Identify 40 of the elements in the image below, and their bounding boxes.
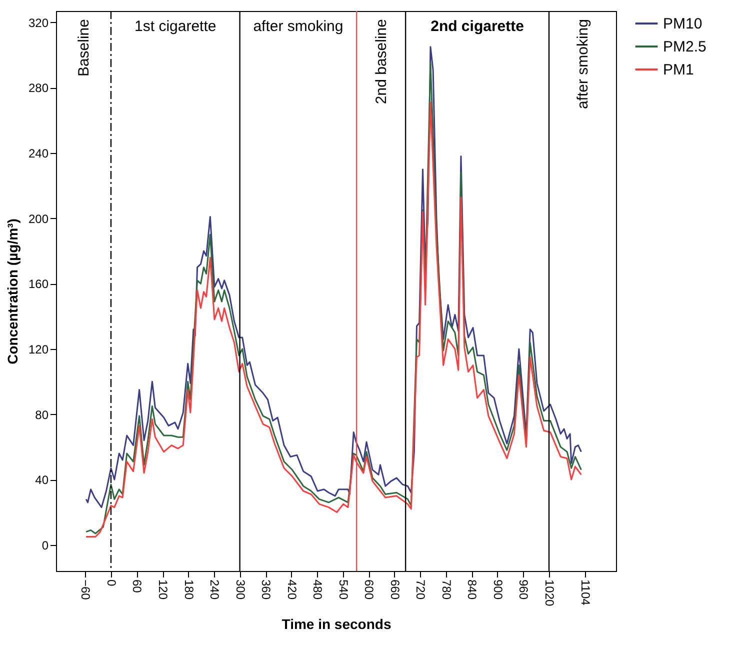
x-tick-label: 180 (182, 580, 196, 600)
x-tick-label: 0 (104, 580, 118, 586)
x-tick-label: 120 (156, 580, 170, 600)
annotation: Baseline (75, 19, 92, 77)
y-tick-label: 40 (35, 473, 49, 488)
x-tick-label: 420 (284, 580, 299, 600)
x-tick-label: 960 (516, 580, 531, 600)
annotation: 1st cigarette (134, 18, 216, 35)
annotation: 2nd cigarette (430, 18, 524, 35)
y-tick-label: 320 (28, 16, 49, 30)
x-tick-label: 1104 (578, 580, 593, 606)
x-tick-label: 1020 (542, 580, 557, 607)
x-tick-label: 480 (310, 580, 325, 600)
x-tick-label: −60 (78, 580, 93, 600)
y-tick-label: 280 (28, 81, 49, 96)
annotation: 2nd baseline (373, 19, 390, 104)
x-tick-label: 600 (362, 580, 376, 600)
x-tick-label: 840 (465, 580, 480, 600)
x-tick-label: 60 (130, 580, 144, 594)
legend-label: PM2.5 (663, 38, 706, 56)
y-tick-label: 0 (42, 538, 49, 552)
x-tick-label: 300 (233, 580, 248, 600)
x-tick-label: 540 (336, 580, 350, 600)
y-tick-label: 200 (28, 212, 49, 226)
annotation: after smoking (574, 19, 592, 110)
y-axis-title: Concentration (µg/m³) (4, 218, 20, 364)
legend-label: PM1 (663, 62, 694, 78)
legend-label: PM10 (663, 16, 702, 32)
x-tick-label: 720 (414, 580, 428, 600)
y-tick-label: 120 (28, 342, 49, 356)
x-tick-label: 360 (259, 580, 274, 600)
annotation: after smoking (253, 18, 344, 35)
x-tick-label: 240 (208, 580, 222, 600)
x-axis-title: Time in seconds (282, 616, 392, 632)
x-tick-label: 660 (388, 580, 402, 600)
x-tick-label: 900 (490, 580, 505, 600)
y-tick-label: 240 (28, 146, 49, 161)
y-tick-label: 160 (28, 277, 49, 292)
y-tick-label: 80 (35, 408, 49, 422)
x-tick-label: 780 (439, 580, 454, 600)
